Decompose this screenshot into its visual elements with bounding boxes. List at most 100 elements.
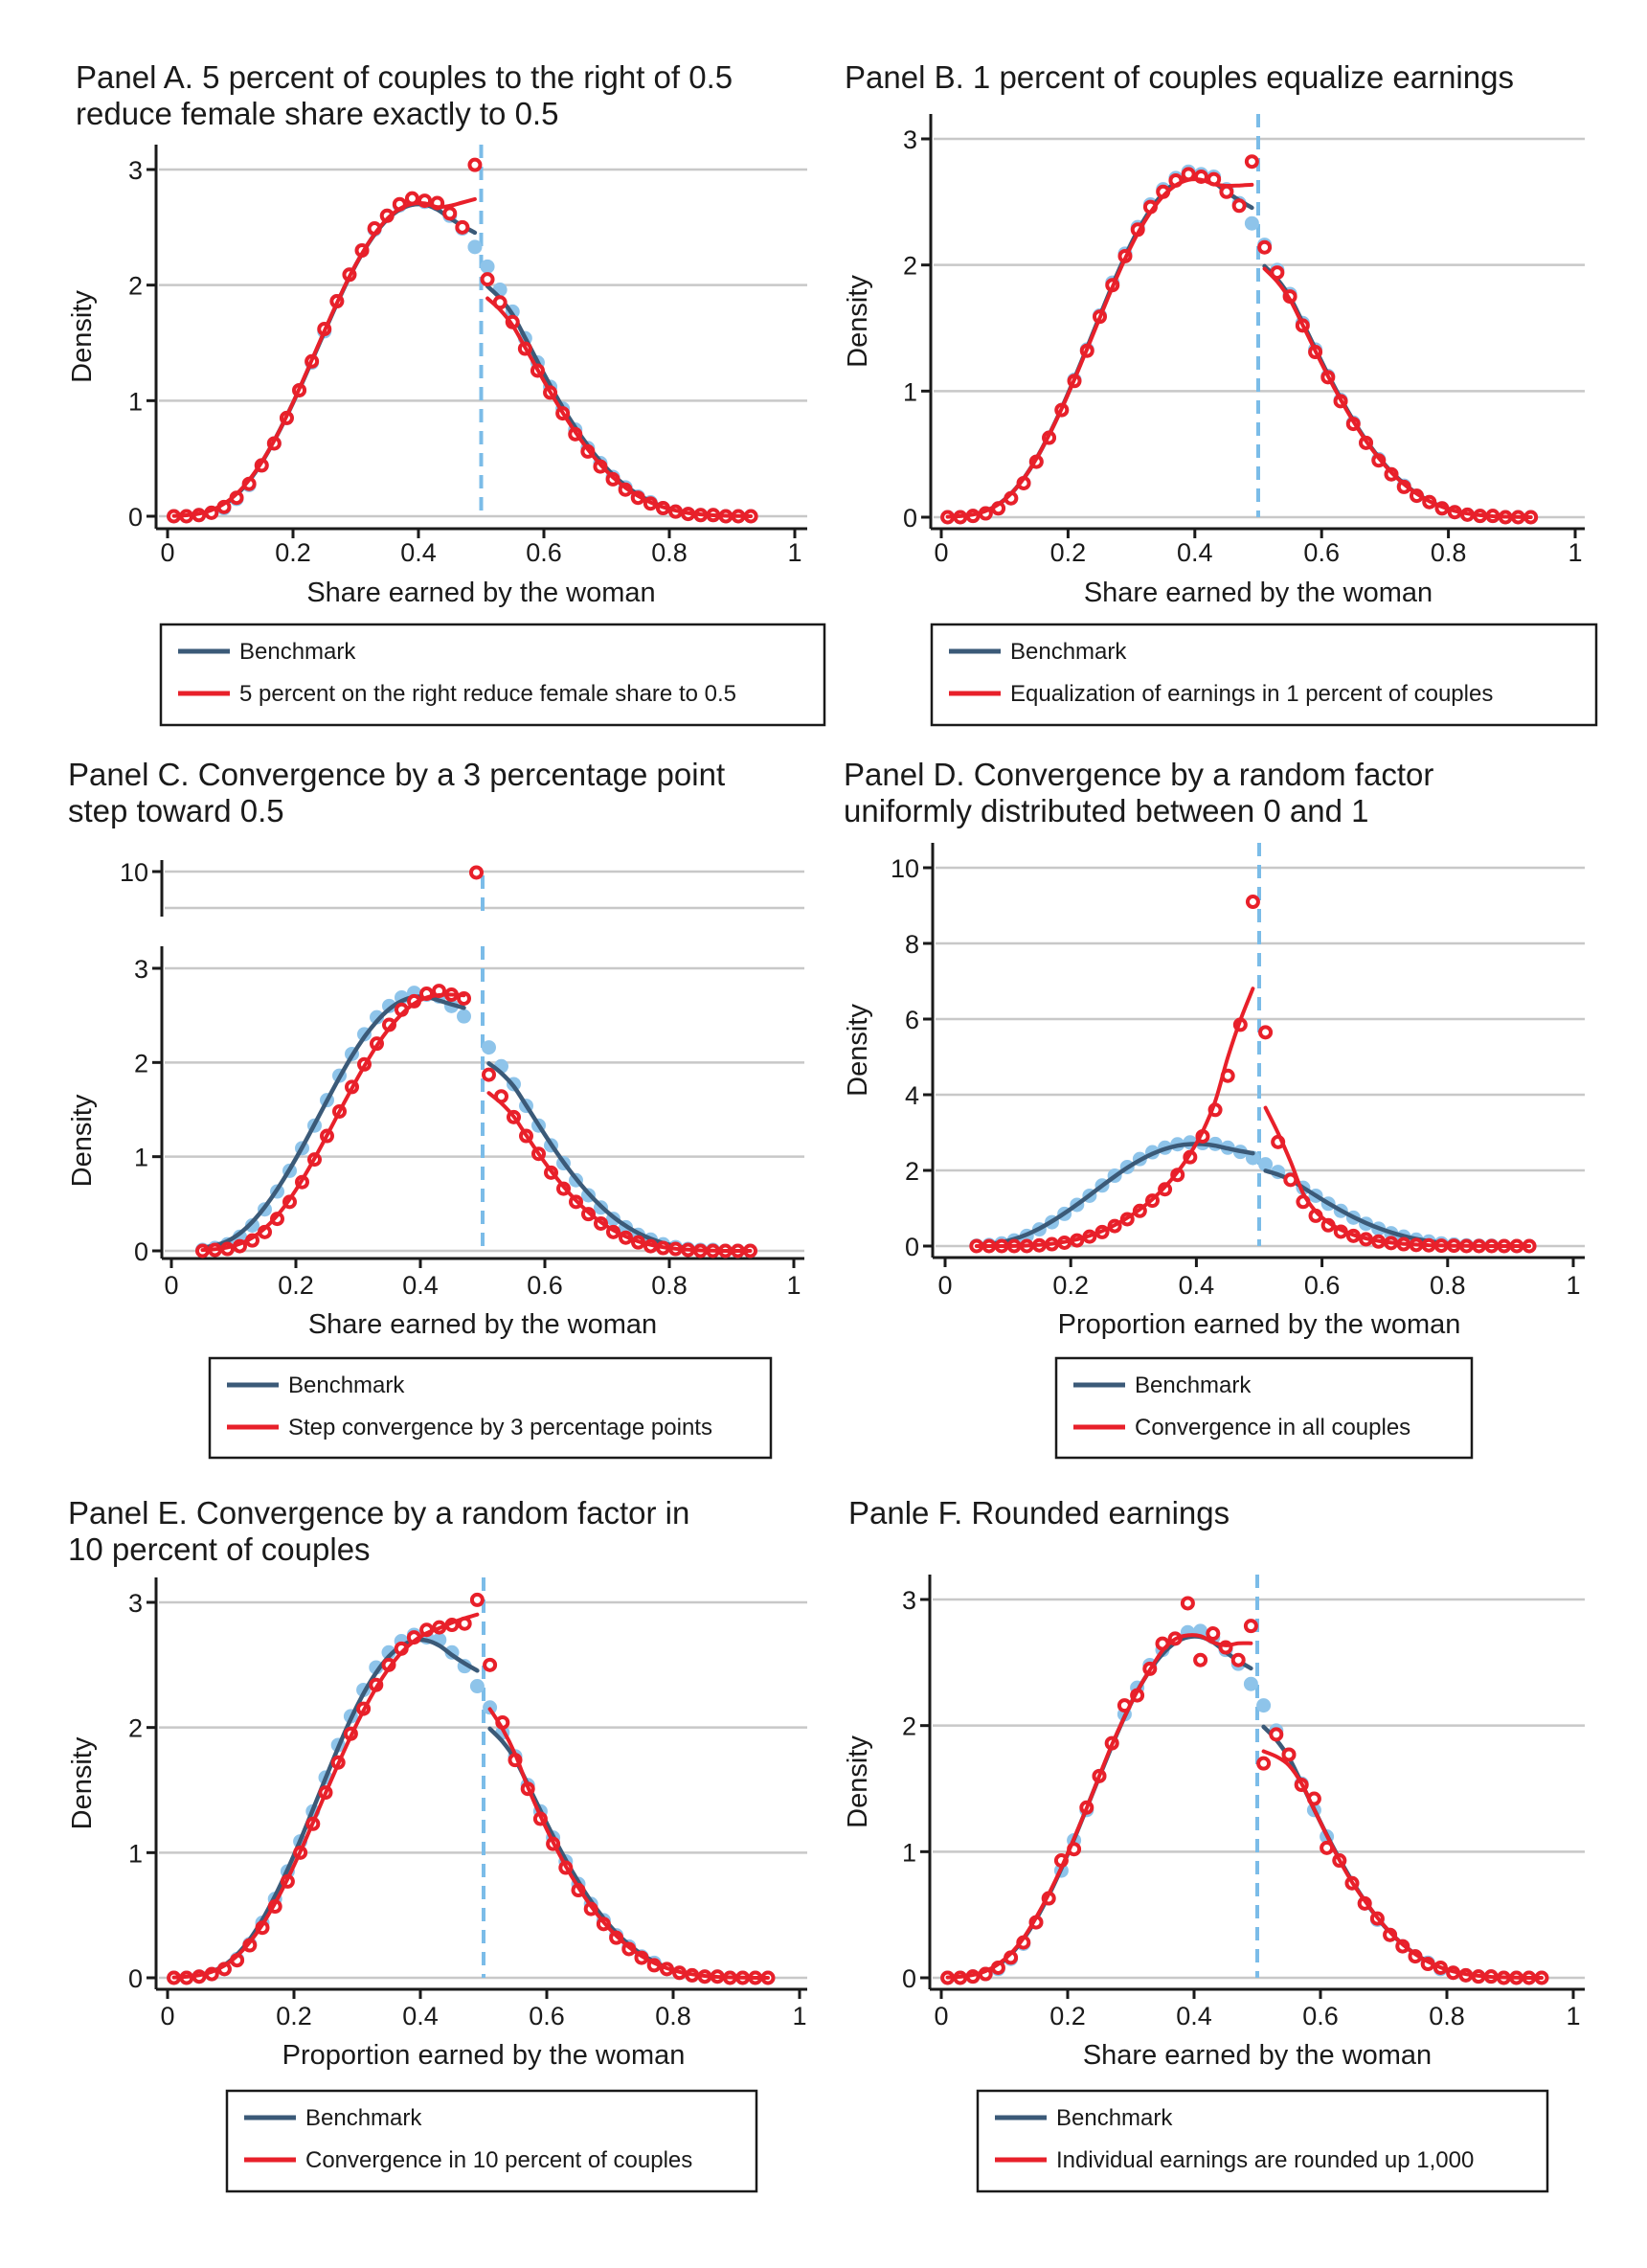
benchmark-point [469, 1679, 485, 1694]
legend-label: Benchmark [1056, 2105, 1173, 2131]
legend: Benchmark Individual earnings are rounded… [976, 2089, 1549, 2193]
x-tick-label: 0.8 [651, 538, 688, 567]
benchmark-point [480, 259, 495, 274]
y-tick-label: 1 [903, 377, 917, 406]
panel-title: 10 percent of couples [68, 1531, 371, 1567]
alternative-point [1219, 184, 1234, 199]
legend: Benchmark Convergence in all couples [1054, 1356, 1474, 1460]
alternative-point [455, 219, 470, 235]
y-tick-label: 1 [128, 1839, 143, 1868]
alternative-line [1263, 1105, 1532, 1248]
x-tick-label: 1 [786, 1271, 801, 1300]
legend-label: Benchmark [1010, 639, 1127, 665]
alternative-point [1230, 1652, 1246, 1667]
y-axis-title: Density [843, 275, 873, 368]
y-axis-title: Density [67, 290, 98, 383]
panel-c: Panel C. Convergence by a 3 percentage p… [67, 757, 804, 1460]
panel-title: uniformly distributed between 0 and 1 [844, 793, 1369, 828]
y-tick-label: 2 [905, 1157, 919, 1186]
x-tick-label: 0.2 [276, 2002, 312, 2030]
y-tick-label: 1 [902, 1838, 916, 1867]
x-tick-label: 0.4 [1177, 538, 1213, 567]
panel-title: Panel E. Convergence by a random factor … [68, 1495, 689, 1531]
panel-title: Panel D. Convergence by a random factor [844, 757, 1433, 792]
y-tick-label: 0 [128, 503, 143, 532]
y-axis-title: Density [843, 1735, 873, 1828]
alternative-point [483, 1657, 498, 1672]
legend: Benchmark Convergence in 10 percent of co… [225, 2089, 758, 2193]
x-tick-label: 0.2 [1052, 1271, 1089, 1300]
series-alternative [969, 895, 1537, 1254]
alternative-point [1281, 1747, 1297, 1762]
x-tick-label: 0.8 [1431, 538, 1467, 567]
benchmark-point [1243, 1676, 1258, 1691]
alternative-point [467, 157, 483, 172]
y-tick-label: 2 [903, 252, 917, 281]
y-tick-label: 0 [902, 1964, 916, 1993]
alternative-point [1269, 1727, 1284, 1742]
x-axis-title: Share earned by the woman [306, 578, 655, 608]
alternative-line [171, 1612, 480, 1980]
series-alternative [195, 865, 757, 1259]
legend-label: Convergence in all couples [1135, 1415, 1410, 1440]
x-tick-label: 0.2 [275, 538, 311, 567]
alternative-line [974, 987, 1255, 1248]
legend-box [225, 2089, 758, 2193]
panel-title: step toward 0.5 [68, 793, 284, 828]
x-axis-title: Proportion earned by the woman [282, 2040, 686, 2071]
legend-label: Individual earnings are rounded up 1,000 [1056, 2147, 1474, 2173]
x-tick-label: 0.6 [526, 538, 562, 567]
benchmark-point [1244, 215, 1259, 231]
alternative-point [1243, 1619, 1258, 1634]
alternative-line [171, 196, 477, 518]
alternative-point [1258, 1025, 1274, 1040]
benchmark-point [482, 1040, 496, 1055]
alternative-point [1244, 154, 1259, 170]
alternative-line [200, 992, 466, 1253]
alternative-line [1261, 1749, 1544, 1981]
x-axis-title: Share earned by the woman [308, 1309, 657, 1340]
panel-b: Panel B. 1 percent of couples equalize e… [843, 59, 1598, 727]
panel-e: Panel E. Convergence by a random factor … [67, 1495, 807, 2193]
x-tick-label: 0.6 [1302, 2002, 1339, 2030]
y-tick-label: 1 [128, 387, 143, 416]
y-tick-label: 4 [905, 1081, 919, 1110]
alternative-point [1256, 1756, 1272, 1771]
alternative-line [945, 1633, 1253, 1980]
x-tick-label: 1 [1568, 538, 1582, 567]
x-tick-label: 0.4 [1176, 2002, 1212, 2030]
panel-a: Panel A. 5 percent of couples to the rig… [67, 59, 826, 727]
legend-label: Benchmark [305, 2105, 422, 2131]
legend-label: Step convergence by 3 percentage points [288, 1415, 712, 1440]
y-tick-label: 3 [903, 125, 917, 154]
benchmark-point [467, 239, 483, 255]
x-tick-label: 0.6 [1303, 538, 1340, 567]
alternative-point [1206, 1626, 1221, 1642]
x-tick-label: 0.2 [1050, 538, 1087, 567]
y-tick-label: 2 [128, 1714, 143, 1743]
panel-f: Panle F. Rounded earnings 0 1 2 3 0 0.2 0.4 0.6 0… [843, 1495, 1585, 2193]
x-tick-label: 0.4 [402, 2002, 439, 2030]
legend-box [159, 623, 826, 727]
x-tick-label: 1 [1566, 2002, 1580, 2030]
series-alternative [940, 1596, 1549, 1985]
y-axis-title: Density [843, 1004, 873, 1097]
alternative-line [485, 296, 754, 518]
alternative-line [1262, 266, 1533, 519]
y-tick-label: 2 [128, 272, 143, 301]
legend-label: Benchmark [1135, 1372, 1252, 1398]
x-tick-label: 0.6 [529, 2002, 565, 2030]
panel-title: Panle F. Rounded earnings [848, 1495, 1230, 1531]
legend-label: Benchmark [288, 1372, 405, 1398]
legend-box [976, 2089, 1549, 2193]
legend-label: 5 percent on the right reduce female sha… [239, 681, 736, 707]
alternative-point [482, 1067, 496, 1082]
y-tick-label: 3 [134, 955, 148, 984]
legend-box [930, 623, 1598, 727]
x-tick-label: 0.8 [655, 2002, 691, 2030]
y-tick-label: 10 [891, 854, 919, 883]
legend: Benchmark Equalization of earnings in 1 p… [930, 623, 1598, 727]
x-tick-label: 0.6 [527, 1271, 563, 1300]
